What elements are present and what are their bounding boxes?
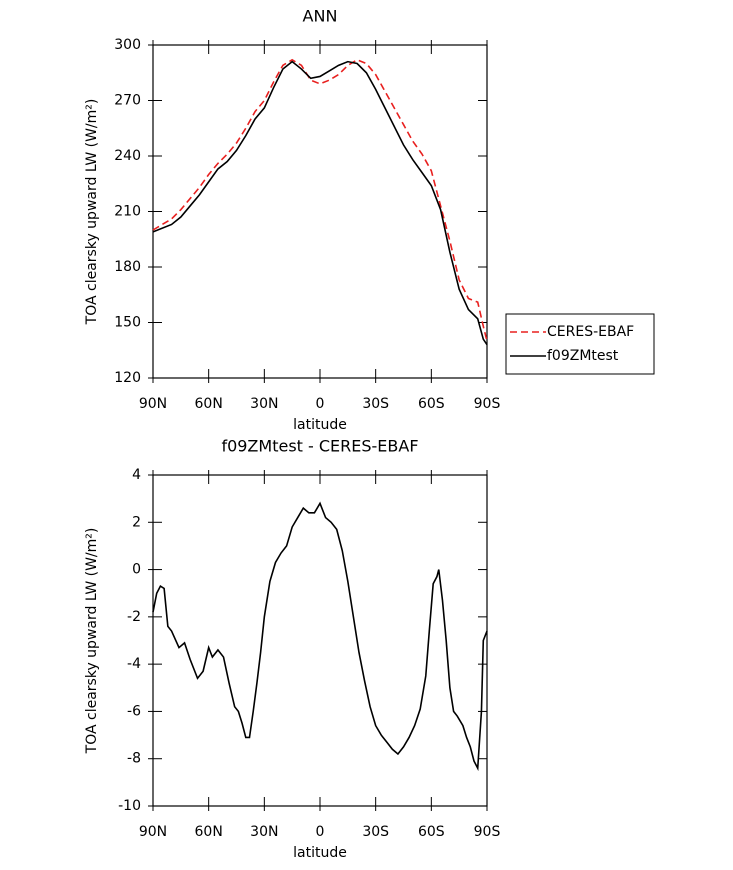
y-tick-label: 240 [114,148,141,164]
y-axis-label: TOA clearsky upward LW (W/m²) [84,528,100,755]
x-tick-label: 60S [418,396,445,412]
plot-frame [152,474,488,807]
x-tick-label: 0 [316,396,325,412]
y-tick-label: 4 [132,467,141,483]
y-tick-label: -10 [118,798,141,814]
x-tick-label: 30N [250,824,278,840]
y-tick-label: 300 [114,37,141,53]
x-tick-label: 30S [362,824,389,840]
x-tick-label: 60N [195,396,223,412]
y-tick-label: -4 [127,656,141,672]
line-series [152,60,488,346]
y-tick-label: 270 [114,93,141,109]
x-tick-label: 90N [139,824,167,840]
x-tick-label: 60S [418,824,445,840]
y-tick-label: 120 [114,370,141,386]
y-tick-label: -8 [127,751,141,767]
y-tick-label: 210 [114,204,141,220]
chart-title: f09ZMtest - CERES-EBAF [221,437,418,456]
x-tick-label: 30N [250,396,278,412]
legend-box [505,313,655,375]
legend-label: f09ZMtest [547,348,619,364]
chart-title: ANN [303,7,338,26]
y-tick-label: 0 [132,562,141,578]
line-series [152,58,488,342]
x-tick-label: 90N [139,396,167,412]
y-axis-label: TOA clearsky upward LW (W/m²) [84,99,100,326]
y-tick-label: 150 [114,315,141,331]
line-series [152,501,488,772]
y-tick-label: -2 [127,609,141,625]
x-axis-label: latitude [293,845,347,861]
y-tick-label: -6 [127,703,141,719]
y-tick-label: 180 [114,259,141,275]
plot-frame [152,44,488,379]
x-tick-label: 30S [362,396,389,412]
x-axis-label: latitude [293,417,347,433]
legend-label: CERES-EBAF [547,324,634,340]
x-tick-label: 90S [474,396,501,412]
y-tick-label: 2 [132,514,141,530]
x-tick-label: 60N [195,824,223,840]
x-tick-label: 90S [474,824,501,840]
x-tick-label: 0 [316,824,325,840]
